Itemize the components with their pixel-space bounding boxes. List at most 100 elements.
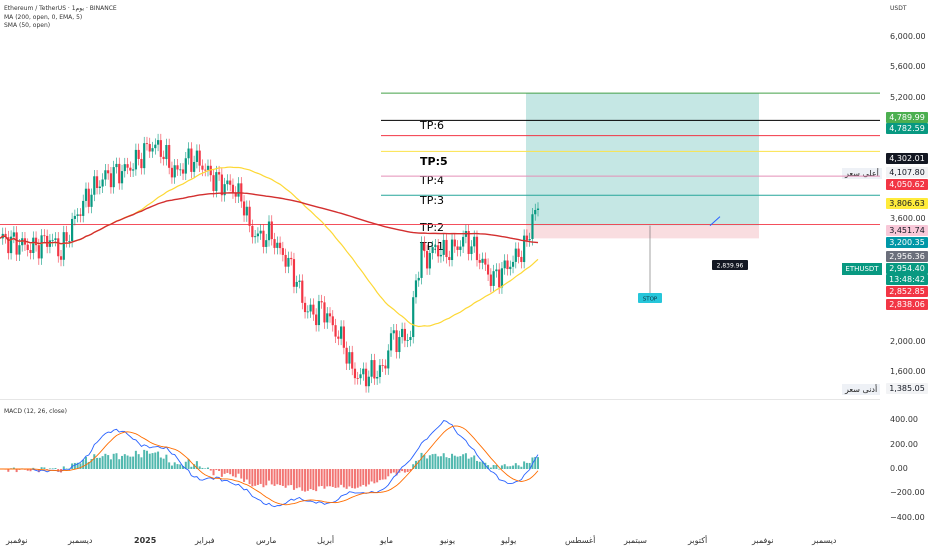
candle-body <box>290 257 293 260</box>
macd-histogram-bar <box>390 469 393 474</box>
macd-histogram-bar <box>478 461 481 469</box>
macd-histogram-bar <box>500 465 503 469</box>
candle-body <box>226 180 229 185</box>
macd-histogram-bar <box>79 463 82 469</box>
candle-body <box>514 248 517 262</box>
time-axis-label: سبتمبر <box>624 536 647 545</box>
price-badge: 13:48:42 <box>886 274 928 285</box>
macd-tick-label: −200.00 <box>890 488 925 497</box>
candle-body <box>467 231 470 254</box>
price-badge: 3,806.63 <box>886 198 928 209</box>
macd-histogram-bar <box>215 469 218 471</box>
candle-body <box>259 230 262 234</box>
macd-histogram-bar <box>453 455 456 469</box>
candle-body <box>34 237 38 246</box>
candle-body <box>459 246 462 250</box>
candle-body <box>132 169 135 171</box>
macd-title[interactable]: MACD (12, 26, close) <box>4 408 67 415</box>
candle-body <box>306 311 309 313</box>
macd-histogram-bar <box>395 469 398 476</box>
macd-histogram-bar <box>262 469 265 488</box>
macd-histogram-bar <box>220 469 223 477</box>
macd-line <box>0 420 539 508</box>
macd-histogram-bar <box>298 469 301 488</box>
time-axis-label: 2025 <box>134 536 157 545</box>
macd-histogram-bar <box>126 455 129 469</box>
macd-histogram-bar <box>37 469 40 473</box>
candle-body <box>403 328 406 341</box>
macd-histogram-bar <box>12 467 15 469</box>
candle-body <box>348 352 351 364</box>
macd-histogram-bar <box>384 469 387 480</box>
price-badge: 4,789.99 <box>886 112 928 123</box>
candle-body <box>220 174 223 196</box>
candle-body <box>520 256 523 263</box>
candle-body <box>500 268 504 288</box>
macd-histogram-bar <box>254 469 257 486</box>
candle-body <box>414 280 418 298</box>
stop-zone <box>526 225 759 239</box>
candle-body <box>140 158 143 169</box>
macd-histogram-bar <box>104 453 107 469</box>
macd-histogram-bar <box>323 469 326 489</box>
pane-separator[interactable] <box>0 399 880 400</box>
price-badge: 4,050.62 <box>886 179 928 190</box>
candle-body <box>118 163 121 184</box>
candle-body <box>170 167 174 178</box>
candle-body <box>484 258 487 265</box>
candle-body <box>489 274 492 286</box>
candle-body <box>409 337 412 341</box>
candle-body <box>265 240 268 247</box>
candle-body <box>478 260 481 263</box>
candle-body <box>21 238 24 246</box>
price-badge: 1,385.05 <box>886 383 928 394</box>
macd-histogram-bar <box>334 469 337 488</box>
candle-body <box>378 365 382 378</box>
macd-histogram-bar <box>426 458 429 469</box>
time-axis-label: نوفمبر <box>6 536 28 545</box>
macd-histogram-bar <box>240 469 243 479</box>
candle-body <box>340 326 343 339</box>
macd-histogram-bar <box>204 468 207 469</box>
candle-body <box>525 235 529 241</box>
macd-histogram-bar <box>201 467 204 469</box>
macd-histogram-bar <box>301 469 304 491</box>
macd-histogram-bar <box>317 469 320 487</box>
macd-histogram-bar <box>381 469 384 480</box>
macd-histogram-bar <box>212 469 215 476</box>
macd-histogram-bar <box>509 466 512 469</box>
entry-callout-leader <box>709 216 721 226</box>
macd-histogram-bar <box>512 465 515 469</box>
time-axis-label: نوفمبر <box>752 536 774 545</box>
time-axis-label: أبريل <box>317 536 335 545</box>
macd-histogram-bar <box>118 459 121 469</box>
macd-histogram-bar <box>107 455 110 469</box>
time-axis-label: أغسطس <box>565 536 596 545</box>
candle-body <box>431 247 434 254</box>
sma-indicator-label[interactable]: SMA (50, open) <box>4 22 51 29</box>
macd-histogram-bar <box>520 466 523 469</box>
candle-body <box>73 215 76 219</box>
candle-body <box>215 172 218 191</box>
macd-histogram-bar <box>68 468 71 470</box>
macd-histogram-bar <box>276 469 279 485</box>
candle-body <box>450 239 454 261</box>
candle-body <box>51 239 54 241</box>
candle-body <box>373 360 376 379</box>
macd-histogram-bar <box>359 469 362 487</box>
candle-body <box>345 347 348 364</box>
macd-histogram-bar <box>43 467 46 469</box>
macd-histogram-bar <box>481 461 484 469</box>
macd-histogram-bar <box>101 456 104 469</box>
macd-histogram-bar <box>337 469 340 488</box>
macd-histogram-bar <box>148 453 151 469</box>
macd-histogram-bar <box>187 459 190 469</box>
candle-body <box>315 314 318 326</box>
profit-zone <box>526 93 759 226</box>
macd-histogram-bar <box>487 465 490 469</box>
candle-body <box>342 326 345 348</box>
ma-indicator-label[interactable]: MA (200, open, 0, EMA, 5) <box>4 14 83 21</box>
price-tick-label: 5,200.00 <box>890 93 926 102</box>
macd-histogram-bar <box>237 469 240 474</box>
